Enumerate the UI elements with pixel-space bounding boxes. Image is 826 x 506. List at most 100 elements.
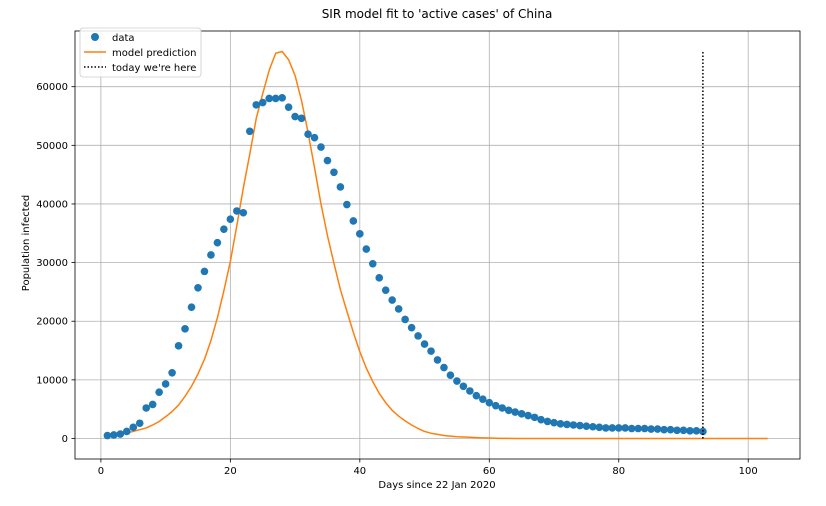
data-point: [181, 325, 189, 333]
data-point: [679, 426, 688, 435]
chart-title: SIR model fit to 'active cases' of China: [322, 7, 553, 21]
data-point: [524, 411, 532, 420]
data-point: [213, 238, 222, 247]
data-point: [498, 404, 507, 412]
data-point: [563, 420, 571, 429]
x-tick-label: 0: [98, 466, 104, 477]
data-point: [233, 207, 241, 215]
data-point: [252, 101, 261, 109]
legend-label-today: today we're here: [112, 63, 196, 74]
data-point: [440, 363, 448, 372]
data-point: [517, 410, 526, 418]
data-point: [284, 103, 293, 112]
x-axis-ticks: 0 20 40 60 80 100: [98, 459, 758, 477]
data-point: [453, 377, 461, 385]
y-tick-label: 20000: [36, 317, 68, 328]
data-point: [589, 422, 597, 431]
data-point: [187, 303, 196, 311]
legend: data model prediction today we're here: [79, 27, 202, 78]
data-point: [168, 369, 176, 377]
x-tick-label: 20: [224, 466, 237, 477]
y-tick-label: 60000: [36, 82, 68, 93]
data-point: [394, 305, 403, 313]
data-point: [258, 98, 267, 107]
data-point: [265, 94, 274, 103]
data-point: [433, 356, 442, 364]
legend-label-model: model prediction: [112, 48, 197, 59]
data-point: [504, 406, 513, 415]
data-point: [653, 425, 662, 433]
data-point: [122, 427, 131, 436]
data-point: [459, 382, 468, 391]
data-point: [511, 408, 519, 416]
data-point: [155, 388, 163, 396]
data-point: [297, 114, 306, 123]
data-point: [194, 284, 202, 292]
y-tick-label: 0: [62, 434, 68, 445]
y-tick-label: 30000: [36, 258, 68, 269]
data-point: [336, 183, 345, 191]
data-point: [401, 315, 409, 324]
data-point: [174, 342, 183, 350]
x-axis-label: Days since 22 Jan 2020: [378, 480, 495, 491]
data-point: [647, 425, 655, 433]
data-point: [407, 323, 416, 332]
data-point: [569, 421, 578, 429]
data-point: [381, 286, 390, 294]
data-point: [129, 423, 138, 432]
data-point: [673, 426, 681, 435]
data-point: [550, 418, 558, 427]
data-point: [485, 398, 494, 407]
legend-label-data: data: [112, 33, 135, 44]
data-point: [323, 156, 332, 165]
data-point: [556, 420, 565, 428]
data-point: [602, 424, 610, 432]
y-tick-label: 50000: [36, 141, 68, 152]
y-axis-label: Population infected: [21, 195, 32, 291]
data-point: [446, 371, 455, 379]
data-point: [142, 404, 151, 412]
data-point: [692, 427, 701, 435]
data-point: [634, 424, 642, 433]
data-point: [576, 421, 584, 430]
data-point: [479, 395, 487, 404]
data-point: [466, 387, 474, 395]
data-point: [595, 423, 604, 432]
data-point: [537, 415, 545, 424]
data-point: [627, 424, 636, 433]
data-point: [388, 296, 396, 304]
data-point: [472, 391, 481, 400]
data-point: [110, 431, 118, 439]
data-point: [543, 417, 552, 426]
data-point: [420, 340, 429, 348]
data-point: [582, 422, 591, 430]
data-point: [362, 245, 371, 253]
data-point: [368, 259, 377, 268]
data-point: [686, 427, 694, 435]
x-tick-label: 100: [739, 466, 758, 477]
data-point: [304, 130, 312, 138]
data-point: [614, 424, 623, 432]
y-axis-ticks: 0 10000 20000 30000 40000 50000 60000: [36, 82, 75, 445]
data-series: [103, 94, 707, 440]
data-point: [343, 200, 351, 209]
data-point: [330, 168, 338, 177]
data-point: [161, 380, 170, 388]
x-tick-label: 40: [353, 466, 366, 477]
y-tick-label: 10000: [36, 375, 68, 386]
legend-box: [79, 27, 202, 78]
x-tick-label: 60: [483, 466, 496, 477]
data-point: [291, 112, 299, 121]
y-tick-label: 40000: [36, 199, 68, 210]
data-point: [200, 267, 209, 276]
plot-area-frame: [74, 30, 801, 460]
data-point: [103, 431, 112, 440]
data-point: [608, 424, 617, 432]
data-point: [530, 413, 539, 422]
model-prediction-line: [107, 50, 768, 440]
data-point: [116, 430, 125, 438]
data-point: [239, 208, 248, 217]
data-point: [207, 251, 215, 259]
data-point: [148, 400, 157, 409]
